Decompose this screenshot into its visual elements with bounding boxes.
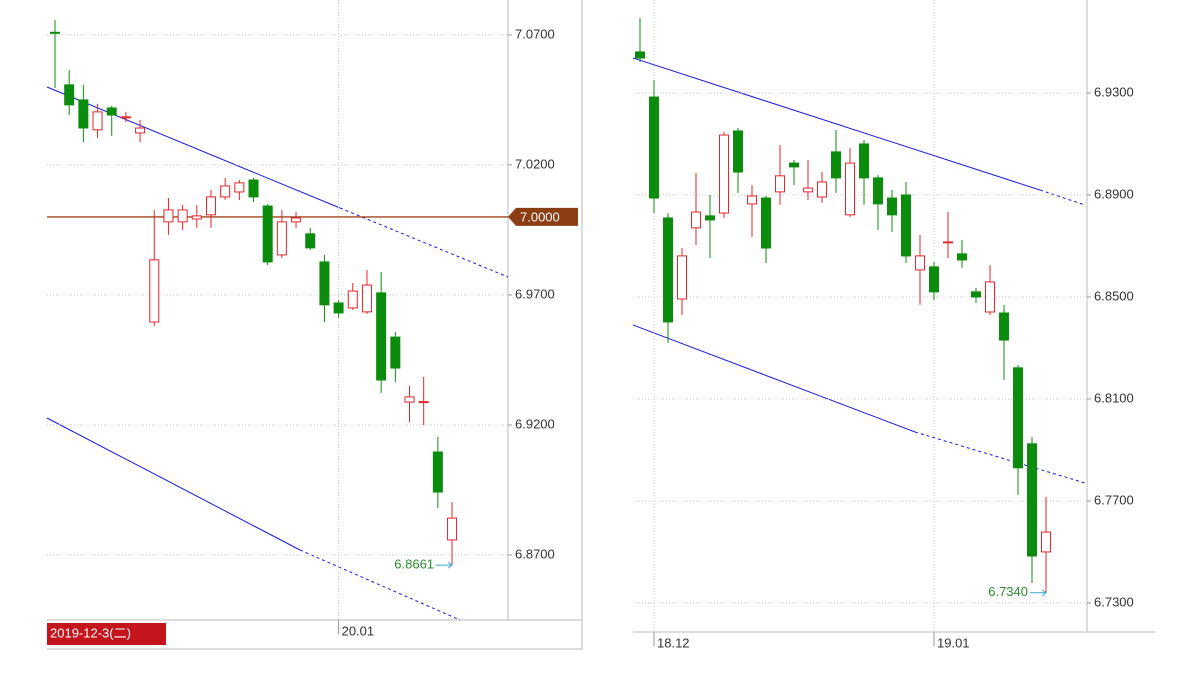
candle-body xyxy=(418,401,429,404)
candle-body xyxy=(663,217,673,323)
candle-body xyxy=(177,209,188,223)
y-tick-label: 6.8500 xyxy=(1094,288,1134,303)
candle-body xyxy=(929,266,939,293)
candle-body xyxy=(747,195,757,205)
candle-body xyxy=(719,134,729,214)
candle-body xyxy=(319,261,330,306)
candle-body xyxy=(120,116,131,119)
candle-body xyxy=(78,99,89,129)
trend-line-ext xyxy=(339,207,509,278)
trend-line xyxy=(46,417,301,551)
x-tick-label: 18.12 xyxy=(657,635,690,650)
candle-body xyxy=(262,205,273,263)
candle-body xyxy=(248,179,259,198)
candle-body xyxy=(376,292,387,381)
candle-body xyxy=(971,291,981,298)
annotation-arrowhead xyxy=(447,561,453,569)
candle-body xyxy=(649,96,659,199)
y-tick-label: 6.7700 xyxy=(1094,492,1134,507)
candle-body xyxy=(92,111,103,131)
candle-body xyxy=(817,181,827,198)
candle-body xyxy=(845,162,855,216)
candle-body xyxy=(887,197,897,216)
candle-body xyxy=(64,84,75,106)
trend-line xyxy=(632,57,1041,191)
y-tick-label: 6.9200 xyxy=(515,416,555,431)
candle-body xyxy=(220,185,231,198)
price-line-label: 7.0000 xyxy=(520,209,560,224)
candle-body xyxy=(789,162,799,168)
candle-body xyxy=(291,217,302,223)
candle-body xyxy=(915,255,925,271)
candle-body xyxy=(943,241,953,244)
annotation-label: 6.8661 xyxy=(394,557,434,572)
candle-body xyxy=(106,107,117,116)
trend-line-ext xyxy=(299,549,461,621)
candle-body xyxy=(333,302,344,314)
annotation-arrowhead xyxy=(1041,589,1047,597)
x-tick-label: 20.01 xyxy=(342,623,375,638)
y-tick-label: 6.8100 xyxy=(1094,390,1134,405)
y-tick-label: 6.9700 xyxy=(515,286,555,301)
candle-body xyxy=(803,187,813,193)
candle-body xyxy=(1027,443,1037,557)
trend-lines xyxy=(46,57,1086,621)
candle-body xyxy=(234,182,245,193)
candle-body xyxy=(957,253,967,261)
candle-body xyxy=(432,451,443,493)
trend-line-ext xyxy=(1039,189,1086,206)
y-tick-label: 6.8900 xyxy=(1094,186,1134,201)
candle-body xyxy=(901,194,911,257)
y-tick-label: 6.9300 xyxy=(1094,84,1134,99)
price-line-box xyxy=(508,207,578,226)
candle-body xyxy=(775,175,785,193)
cursor-label: 2019-12-3(二) xyxy=(50,625,131,640)
x-tick-label: 19.01 xyxy=(937,635,970,650)
candle-body xyxy=(163,209,174,223)
frame xyxy=(47,0,1155,650)
candle-body xyxy=(985,281,995,313)
trend-line xyxy=(632,324,916,433)
candle-body xyxy=(691,211,701,229)
candle-body xyxy=(404,396,415,403)
candle-body xyxy=(831,151,841,179)
candle-body xyxy=(733,130,743,173)
trend-line xyxy=(46,86,341,209)
candle-body xyxy=(347,290,358,309)
candle-body xyxy=(191,215,202,220)
cursor-box xyxy=(47,623,166,645)
y-tick-label: 6.8700 xyxy=(515,546,555,561)
candle-body xyxy=(276,221,287,256)
candle-body xyxy=(1041,531,1051,553)
candle-body xyxy=(390,336,401,369)
y-tick-label: 7.0200 xyxy=(515,156,555,171)
candle-body xyxy=(149,259,160,323)
candle-body xyxy=(205,196,216,216)
candle-body xyxy=(1013,367,1023,469)
candle-body xyxy=(635,51,645,59)
candle-body xyxy=(873,177,883,205)
candle-body xyxy=(305,233,316,249)
candle-body xyxy=(50,31,60,34)
candle-body xyxy=(999,312,1009,341)
candle-body xyxy=(677,255,687,300)
candle-body xyxy=(705,215,715,221)
candle-body xyxy=(859,143,869,179)
candle-body xyxy=(135,127,146,134)
annotation-label: 6.7340 xyxy=(988,584,1028,599)
candle-body xyxy=(361,284,372,313)
candle-body xyxy=(761,197,771,249)
candle-body xyxy=(447,517,458,541)
trend-line-ext xyxy=(914,431,1086,484)
y-tick-label: 6.7300 xyxy=(1094,594,1134,609)
y-tick-label: 7.0700 xyxy=(515,26,555,41)
